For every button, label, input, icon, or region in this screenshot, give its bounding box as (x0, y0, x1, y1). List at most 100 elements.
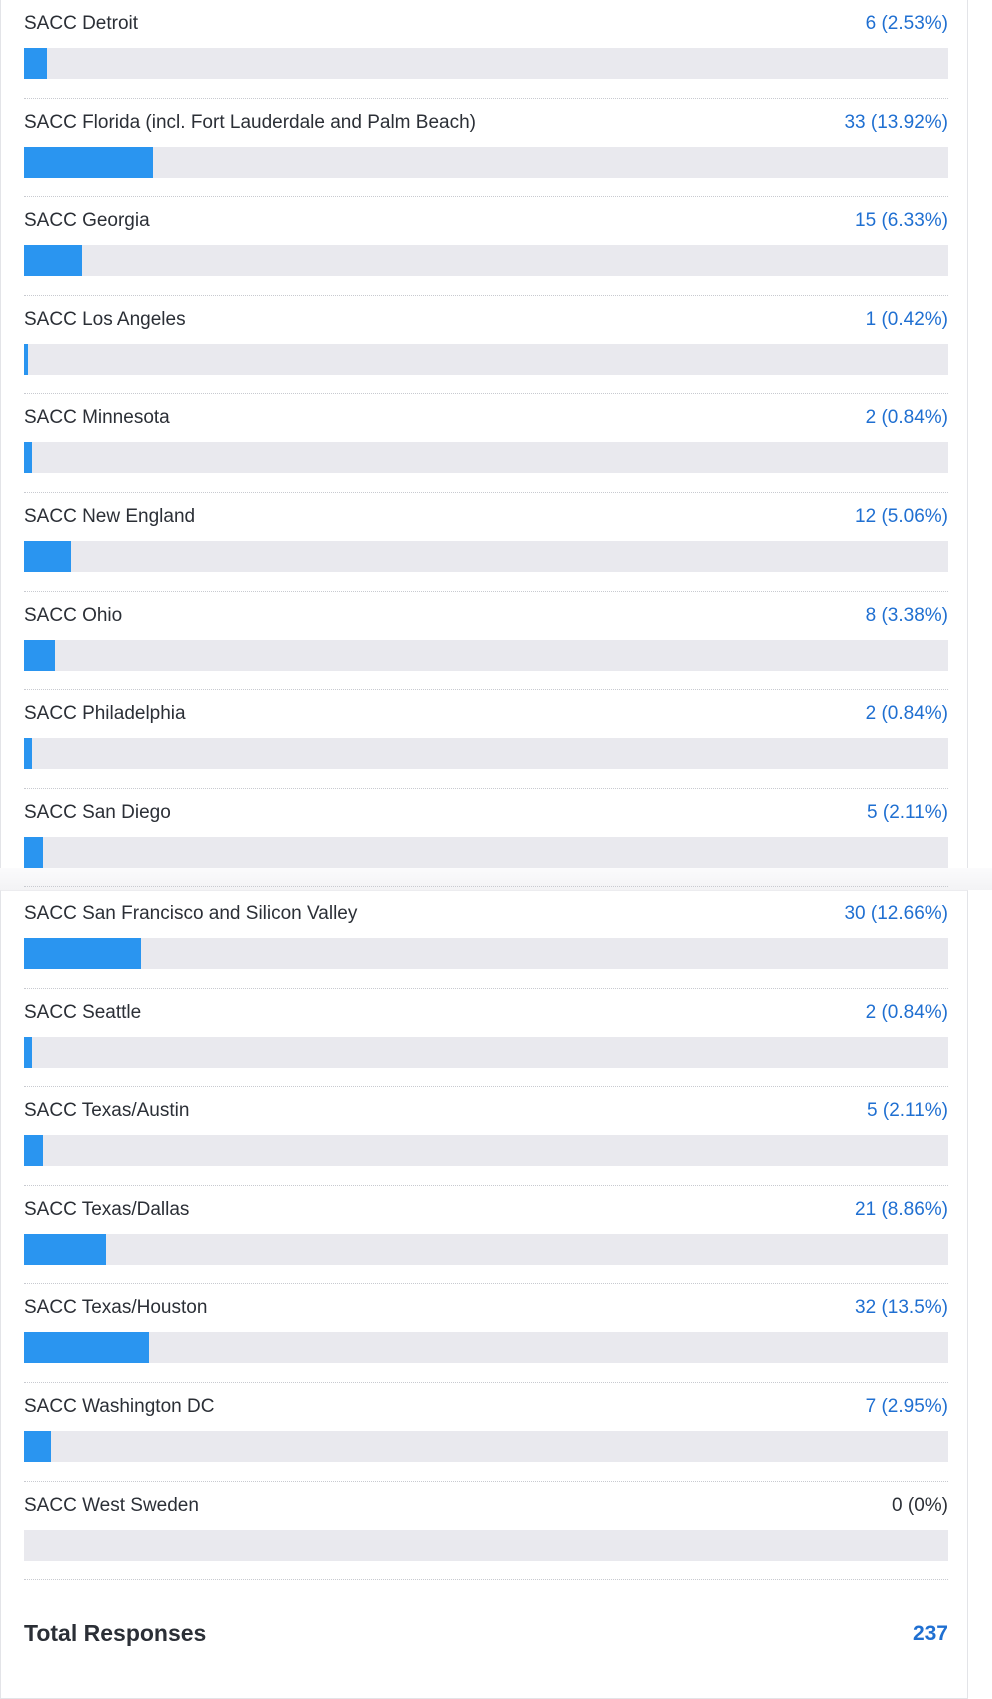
answer-label: SACC Detroit (24, 13, 139, 34)
answer-count[interactable]: 32 (13.5%) (855, 1297, 948, 1319)
answer-count[interactable]: 33 (13.92%) (844, 111, 948, 133)
answer-row-header: SACC Ohio 8 (3.38%) (24, 592, 948, 627)
answer-row: SACC Minnesota 2 (0.84%) (24, 394, 948, 493)
answer-bar-track (24, 146, 948, 178)
answer-bar-fill (24, 1430, 52, 1462)
answer-bar-fill (24, 245, 83, 277)
answer-row: SACC San Francisco and Silicon Valley 30 … (24, 890, 948, 989)
answer-row-header: SACC Detroit 6 (2.53%) (24, 0, 948, 35)
answer-bar-track (24, 1135, 948, 1167)
answer-bar-fill (24, 343, 28, 375)
answer-label: SACC San Diego (24, 801, 171, 823)
answer-bar-fill (24, 1332, 149, 1364)
answer-count[interactable]: 12 (5.06%) (855, 505, 948, 527)
answer-row-header: SACC San Francisco and Silicon Valley 30 … (24, 890, 948, 925)
answer-bar-fill (24, 738, 32, 770)
answer-row: SACC Washington DC 7 (2.95%) (24, 1383, 948, 1482)
total-responses-value[interactable]: 237 (912, 1621, 948, 1645)
answer-row: SACC Texas/Dallas 21 (8.86%) (24, 1186, 948, 1285)
answer-row: SACC San Diego 5 (2.11%) (24, 789, 948, 888)
answer-count[interactable]: 1 (0.42%) (865, 308, 948, 330)
answer-label: SACC Los Angeles (24, 308, 186, 330)
total-responses-row: Total Responses 237 (24, 1620, 948, 1647)
answer-row-header: SACC Washington DC 7 (2.95%) (24, 1383, 948, 1418)
answer-row-header: SACC Texas/Austin 5 (2.11%) (24, 1087, 948, 1122)
answer-row-header: SACC Seattle 2 (0.84%) (24, 989, 948, 1024)
answer-label: SACC Washington DC (24, 1395, 215, 1417)
answer-bar-track (24, 1430, 948, 1462)
answer-count: 0 (0%) (892, 1494, 948, 1516)
answer-count[interactable]: 5 (2.11%) (867, 1100, 948, 1122)
answer-count[interactable]: 2 (0.84%) (865, 703, 948, 725)
answer-row: SACC Ohio 8 (3.38%) (24, 592, 948, 691)
answer-count[interactable]: 2 (0.84%) (865, 407, 948, 429)
answer-bar-track (24, 1036, 948, 1068)
answer-row-header: SACC San Diego 5 (2.11%) (24, 789, 948, 824)
answer-row-header: SACC Texas/Houston 32 (13.5%) (24, 1284, 948, 1319)
answer-row: SACC Texas/Houston 32 (13.5%) (24, 1284, 948, 1383)
answer-label: SACC Georgia (24, 210, 150, 232)
answer-row-header: SACC Texas/Dallas 21 (8.86%) (24, 1186, 948, 1221)
answer-row: SACC Texas/Austin 5 (2.11%) (24, 1087, 948, 1186)
answer-bar-fill (24, 836, 44, 868)
answer-row-header: SACC Philadelphia 2 (0.84%) (24, 690, 948, 725)
answer-row-header: SACC West Sweden 0 (0%) (24, 1482, 948, 1517)
answer-bar-fill (24, 540, 71, 572)
answer-label: SACC Florida (incl. Fort Lauderdale and … (24, 111, 476, 133)
answer-count[interactable]: 5 (2.11%) (867, 801, 948, 823)
answer-row: SACC Florida (incl. Fort Lauderdale and … (24, 99, 948, 198)
results-panel-top (0, 0, 968, 868)
screenshot-seam (0, 868, 992, 890)
answer-row: SACC New England 12 (5.06%) (24, 493, 948, 592)
answer-count[interactable]: 6 (2.53%) (865, 13, 948, 34)
answer-count[interactable]: 21 (8.86%) (855, 1198, 948, 1220)
answer-row: SACC Detroit 6 (2.53%) (24, 0, 948, 99)
answer-label: SACC Texas/Dallas (24, 1198, 190, 1220)
answer-label: SACC Minnesota (24, 407, 170, 429)
answer-bar-track (24, 938, 948, 969)
answer-bar-fill (24, 442, 32, 474)
answer-label: SACC Texas/Houston (24, 1297, 208, 1319)
answer-row-header: SACC Los Angeles 1 (0.42%) (24, 296, 948, 331)
answer-label: SACC West Sweden (24, 1494, 199, 1516)
answer-label: SACC Texas/Austin (24, 1100, 190, 1122)
answer-row-header: SACC Florida (incl. Fort Lauderdale and … (24, 99, 948, 134)
answer-bar-fill (24, 639, 56, 671)
answer-count[interactable]: 15 (6.33%) (855, 210, 948, 232)
answer-bar-fill (24, 1233, 106, 1265)
answer-label: SACC New England (24, 505, 196, 527)
answer-bar-track (24, 836, 948, 868)
answer-row: SACC West Sweden 0 (0%) (24, 1482, 948, 1581)
total-responses-label: Total Responses (24, 1620, 207, 1646)
answer-bar-fill (24, 938, 141, 969)
results-list-bottom: SACC San Francisco and Silicon Valley 30 … (24, 890, 948, 1581)
answer-row: SACC Philadelphia 2 (0.84%) (24, 690, 948, 789)
results-panel-bottom (0, 890, 968, 1699)
answer-bar-track (24, 639, 948, 671)
answer-bar-track (24, 1233, 948, 1265)
answer-row-header: SACC Minnesota 2 (0.84%) (24, 394, 948, 429)
answer-label: SACC Ohio (24, 604, 123, 626)
answer-bar-fill (24, 146, 153, 178)
answer-bar-track (24, 48, 948, 79)
answer-bar-track (24, 1332, 948, 1364)
answer-row: SACC Seattle 2 (0.84%) (24, 989, 948, 1088)
answer-label: SACC Philadelphia (24, 703, 186, 725)
answer-count[interactable]: 2 (0.84%) (865, 1001, 948, 1023)
results-list-top: SACC Detroit 6 (2.53%) SACC Florida (incl.… (24, 0, 948, 888)
answer-row-header: SACC New England 12 (5.06%) (24, 493, 948, 528)
answer-label: SACC San Francisco and Silicon Valley (24, 903, 358, 924)
answer-label: SACC Seattle (24, 1001, 142, 1023)
answer-bar-fill (24, 1135, 44, 1167)
answer-bar-fill (24, 1036, 32, 1068)
answer-bar-track (24, 343, 948, 375)
answer-count[interactable]: 30 (12.66%) (844, 903, 948, 924)
answer-bar-track (24, 442, 948, 474)
answer-count[interactable]: 7 (2.95%) (865, 1395, 948, 1417)
answer-bar-fill (24, 48, 48, 79)
answer-bar-track (24, 738, 948, 770)
answer-bar-track (24, 540, 948, 572)
answer-bar-track (24, 1529, 948, 1561)
answer-count[interactable]: 8 (3.38%) (865, 604, 948, 626)
answer-row: SACC Georgia 15 (6.33%) (24, 197, 948, 296)
